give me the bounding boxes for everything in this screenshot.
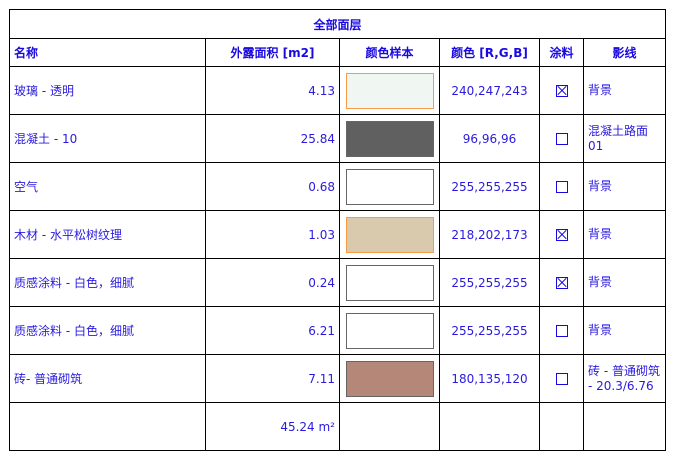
- header-paint: 涂料: [539, 38, 584, 67]
- row-area: 4.13: [205, 66, 340, 115]
- row-rgb: 180,135,120: [439, 354, 540, 403]
- row-paint: [539, 306, 584, 355]
- row-swatch-cell: [339, 66, 440, 115]
- row-name: 空气: [9, 162, 206, 211]
- total-area: 45.24 m²: [205, 402, 340, 451]
- row-area: 25.84: [205, 114, 340, 163]
- row-hatch: 背景: [582, 258, 667, 307]
- table-row: 砖- 普通砌筑 7.11 180,135,120 砖 - 普通砌筑 - 20.3…: [9, 354, 667, 403]
- table-row: 玻璃 - 透明 4.13 240,247,243 背景: [9, 66, 667, 115]
- checked-checkbox-icon[interactable]: [555, 85, 568, 97]
- header-row: 名称 外露面积 [m2] 颜色样本 颜色 [R,G,B] 涂料 影线: [9, 38, 667, 67]
- row-paint: [539, 210, 584, 259]
- row-swatch-cell: [339, 210, 440, 259]
- row-hatch: 背景: [582, 210, 667, 259]
- row-area: 0.24: [205, 258, 340, 307]
- row-hatch: 背景: [582, 162, 667, 211]
- row-swatch-cell: [339, 258, 440, 307]
- row-rgb: 255,255,255: [439, 258, 540, 307]
- row-swatch-cell: [339, 162, 440, 211]
- row-rgb: 255,255,255: [439, 162, 540, 211]
- row-swatch-cell: [339, 306, 440, 355]
- row-rgb: 218,202,173: [439, 210, 540, 259]
- color-swatch: [345, 216, 434, 253]
- surface-schedule-table: 全部面层 名称 外露面积 [m2] 颜色样本 颜色 [R,G,B] 涂料 影线 …: [8, 9, 667, 451]
- row-area: 6.21: [205, 306, 340, 355]
- header-area: 外露面积 [m2]: [205, 38, 340, 67]
- header-hatch: 影线: [582, 38, 667, 67]
- table-row: 质感涂料 - 白色，细腻 6.21 255,255,255 背景: [9, 306, 667, 355]
- row-hatch: 混凝土路面01: [582, 114, 667, 163]
- row-hatch: 背景: [582, 66, 667, 115]
- row-name: 质感涂料 - 白色，细腻: [9, 258, 206, 307]
- row-paint: [539, 66, 584, 115]
- row-name: 玻璃 - 透明: [9, 66, 206, 115]
- checked-checkbox-icon[interactable]: [555, 277, 568, 289]
- color-swatch: [345, 264, 434, 301]
- row-rgb: 240,247,243: [439, 66, 540, 115]
- total-row: 45.24 m²: [9, 402, 667, 451]
- row-paint: [539, 258, 584, 307]
- table-title: 全部面层: [8, 9, 667, 39]
- row-name: 质感涂料 - 白色，细腻: [9, 306, 206, 355]
- row-hatch: 背景: [582, 306, 667, 355]
- row-name: 砖- 普通砌筑: [9, 354, 206, 403]
- table-row: 空气 0.68 255,255,255 背景: [9, 162, 667, 211]
- checked-checkbox-icon[interactable]: [555, 229, 568, 241]
- unchecked-checkbox-icon[interactable]: [555, 133, 568, 145]
- header-rgb: 颜色 [R,G,B]: [439, 38, 540, 67]
- row-rgb: 96,96,96: [439, 114, 540, 163]
- row-paint: [539, 114, 584, 163]
- row-swatch-cell: [339, 354, 440, 403]
- row-rgb: 255,255,255: [439, 306, 540, 355]
- unchecked-checkbox-icon[interactable]: [555, 325, 568, 337]
- header-swatch: 颜色样本: [339, 38, 440, 67]
- header-name: 名称: [9, 38, 206, 67]
- row-name: 木材 - 水平松树纹理: [9, 210, 206, 259]
- color-swatch: [345, 168, 434, 205]
- row-paint: [539, 354, 584, 403]
- unchecked-checkbox-icon[interactable]: [555, 181, 568, 193]
- color-swatch: [345, 312, 434, 349]
- row-swatch-cell: [339, 114, 440, 163]
- row-name: 混凝土 - 10: [9, 114, 206, 163]
- table-row: 木材 - 水平松树纹理 1.03 218,202,173 背景: [9, 210, 667, 259]
- row-area: 1.03: [205, 210, 340, 259]
- row-paint: [539, 162, 584, 211]
- color-swatch: [345, 72, 434, 109]
- table-row: 混凝土 - 10 25.84 96,96,96 混凝土路面01: [9, 114, 667, 163]
- color-swatch: [345, 120, 434, 157]
- table-row: 质感涂料 - 白色，细腻 0.24 255,255,255 背景: [9, 258, 667, 307]
- row-hatch: 砖 - 普通砌筑 - 20.3/6.76: [582, 354, 667, 403]
- unchecked-checkbox-icon[interactable]: [555, 373, 568, 385]
- row-area: 7.11: [205, 354, 340, 403]
- color-swatch: [345, 360, 434, 397]
- row-area: 0.68: [205, 162, 340, 211]
